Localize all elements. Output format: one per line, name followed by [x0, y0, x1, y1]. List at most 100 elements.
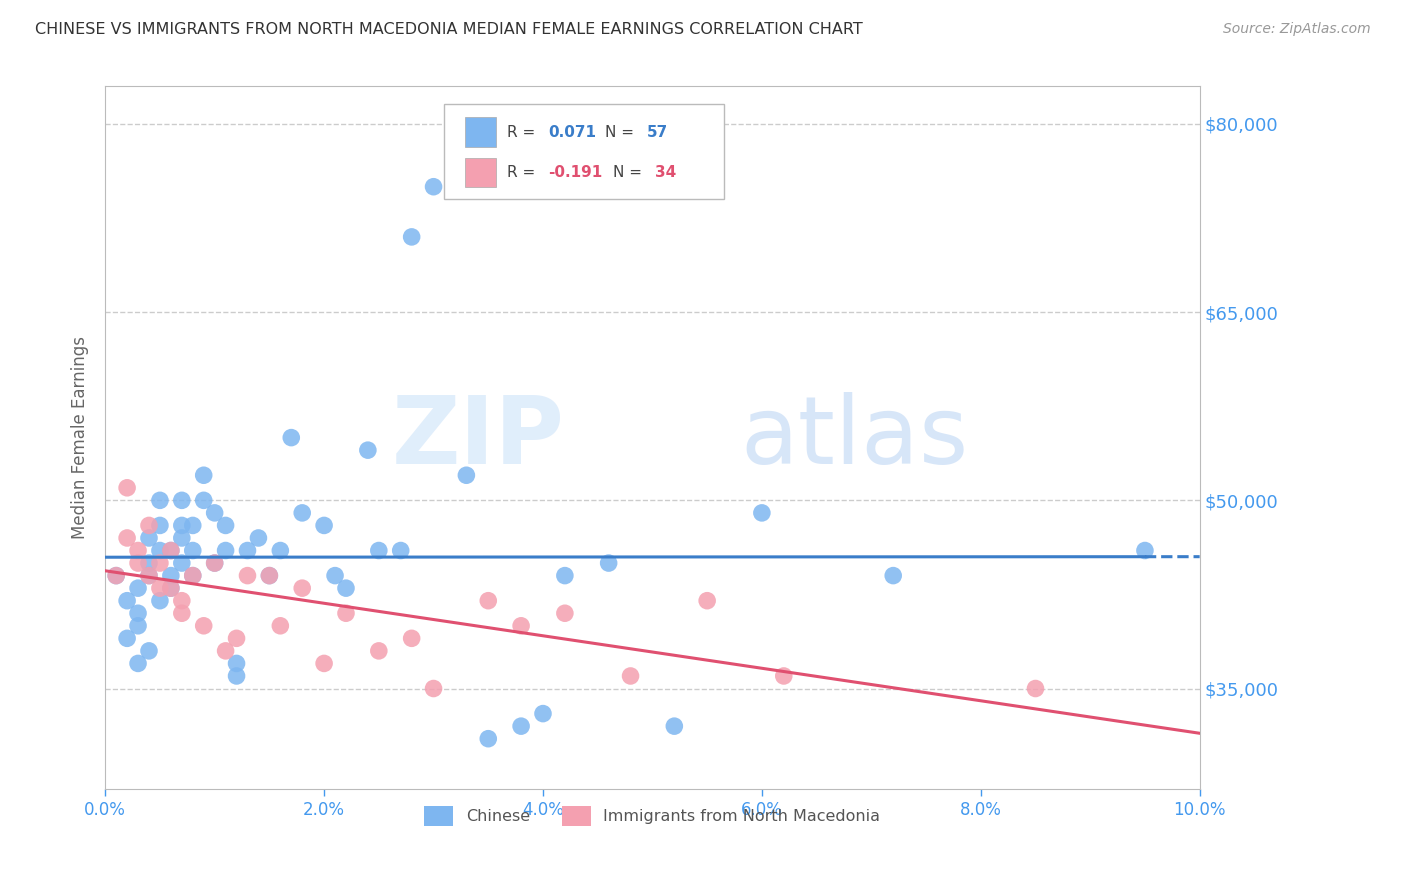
- Point: [236, 568, 259, 582]
- Point: [225, 657, 247, 671]
- Point: [619, 669, 641, 683]
- Point: [105, 568, 128, 582]
- FancyBboxPatch shape: [465, 158, 496, 187]
- Y-axis label: Median Female Earnings: Median Female Earnings: [72, 336, 89, 539]
- Point: [477, 593, 499, 607]
- FancyBboxPatch shape: [465, 117, 496, 147]
- Text: N =: N =: [613, 165, 647, 180]
- Point: [225, 632, 247, 646]
- Point: [115, 593, 138, 607]
- Point: [280, 431, 302, 445]
- Point: [204, 556, 226, 570]
- Point: [598, 556, 620, 570]
- Point: [214, 518, 236, 533]
- Point: [456, 468, 478, 483]
- Point: [422, 179, 444, 194]
- Point: [181, 568, 204, 582]
- Text: 34: 34: [655, 165, 676, 180]
- Point: [531, 706, 554, 721]
- Point: [160, 543, 183, 558]
- Point: [138, 556, 160, 570]
- Point: [115, 632, 138, 646]
- Text: CHINESE VS IMMIGRANTS FROM NORTH MACEDONIA MEDIAN FEMALE EARNINGS CORRELATION CH: CHINESE VS IMMIGRANTS FROM NORTH MACEDON…: [35, 22, 863, 37]
- Point: [323, 568, 346, 582]
- Point: [389, 543, 412, 558]
- Point: [1133, 543, 1156, 558]
- Text: 0.071: 0.071: [548, 125, 596, 139]
- Point: [477, 731, 499, 746]
- Point: [1024, 681, 1046, 696]
- Point: [422, 681, 444, 696]
- Point: [193, 619, 215, 633]
- Point: [170, 493, 193, 508]
- Point: [335, 606, 357, 620]
- Point: [401, 230, 423, 244]
- Point: [138, 644, 160, 658]
- Text: R =: R =: [508, 125, 540, 139]
- Point: [160, 581, 183, 595]
- Point: [291, 506, 314, 520]
- Legend: Chinese, Immigrants from North Macedonia: Chinese, Immigrants from North Macedonia: [416, 798, 889, 834]
- Point: [181, 543, 204, 558]
- Point: [127, 581, 149, 595]
- Point: [259, 568, 281, 582]
- Text: ZIP: ZIP: [392, 392, 565, 483]
- Point: [335, 581, 357, 595]
- Point: [149, 493, 172, 508]
- Point: [367, 644, 389, 658]
- Text: -0.191: -0.191: [548, 165, 603, 180]
- Point: [149, 518, 172, 533]
- Point: [193, 468, 215, 483]
- Text: R =: R =: [508, 165, 540, 180]
- Text: atlas: atlas: [740, 392, 969, 483]
- Point: [181, 568, 204, 582]
- Point: [138, 568, 160, 582]
- Point: [247, 531, 270, 545]
- Point: [181, 518, 204, 533]
- Point: [138, 531, 160, 545]
- Point: [357, 443, 380, 458]
- Point: [115, 531, 138, 545]
- Point: [160, 568, 183, 582]
- Point: [554, 568, 576, 582]
- Point: [193, 493, 215, 508]
- Point: [170, 531, 193, 545]
- Point: [367, 543, 389, 558]
- Point: [160, 581, 183, 595]
- Point: [115, 481, 138, 495]
- Point: [204, 506, 226, 520]
- Point: [127, 543, 149, 558]
- Point: [696, 593, 718, 607]
- Point: [664, 719, 686, 733]
- Point: [751, 506, 773, 520]
- Point: [127, 619, 149, 633]
- Point: [127, 556, 149, 570]
- Point: [138, 518, 160, 533]
- Point: [170, 593, 193, 607]
- Text: 57: 57: [647, 125, 668, 139]
- Point: [259, 568, 281, 582]
- Point: [225, 669, 247, 683]
- Point: [314, 657, 336, 671]
- Point: [170, 606, 193, 620]
- Point: [138, 568, 160, 582]
- Point: [269, 543, 291, 558]
- Point: [291, 581, 314, 595]
- Point: [170, 556, 193, 570]
- Point: [127, 657, 149, 671]
- Point: [314, 518, 336, 533]
- Point: [127, 606, 149, 620]
- Text: Source: ZipAtlas.com: Source: ZipAtlas.com: [1223, 22, 1371, 37]
- Point: [772, 669, 794, 683]
- Point: [401, 632, 423, 646]
- Point: [204, 556, 226, 570]
- Text: N =: N =: [606, 125, 640, 139]
- Point: [214, 644, 236, 658]
- Point: [149, 593, 172, 607]
- Point: [882, 568, 904, 582]
- Point: [160, 543, 183, 558]
- Point: [510, 719, 533, 733]
- Point: [149, 543, 172, 558]
- FancyBboxPatch shape: [444, 104, 724, 199]
- Point: [170, 518, 193, 533]
